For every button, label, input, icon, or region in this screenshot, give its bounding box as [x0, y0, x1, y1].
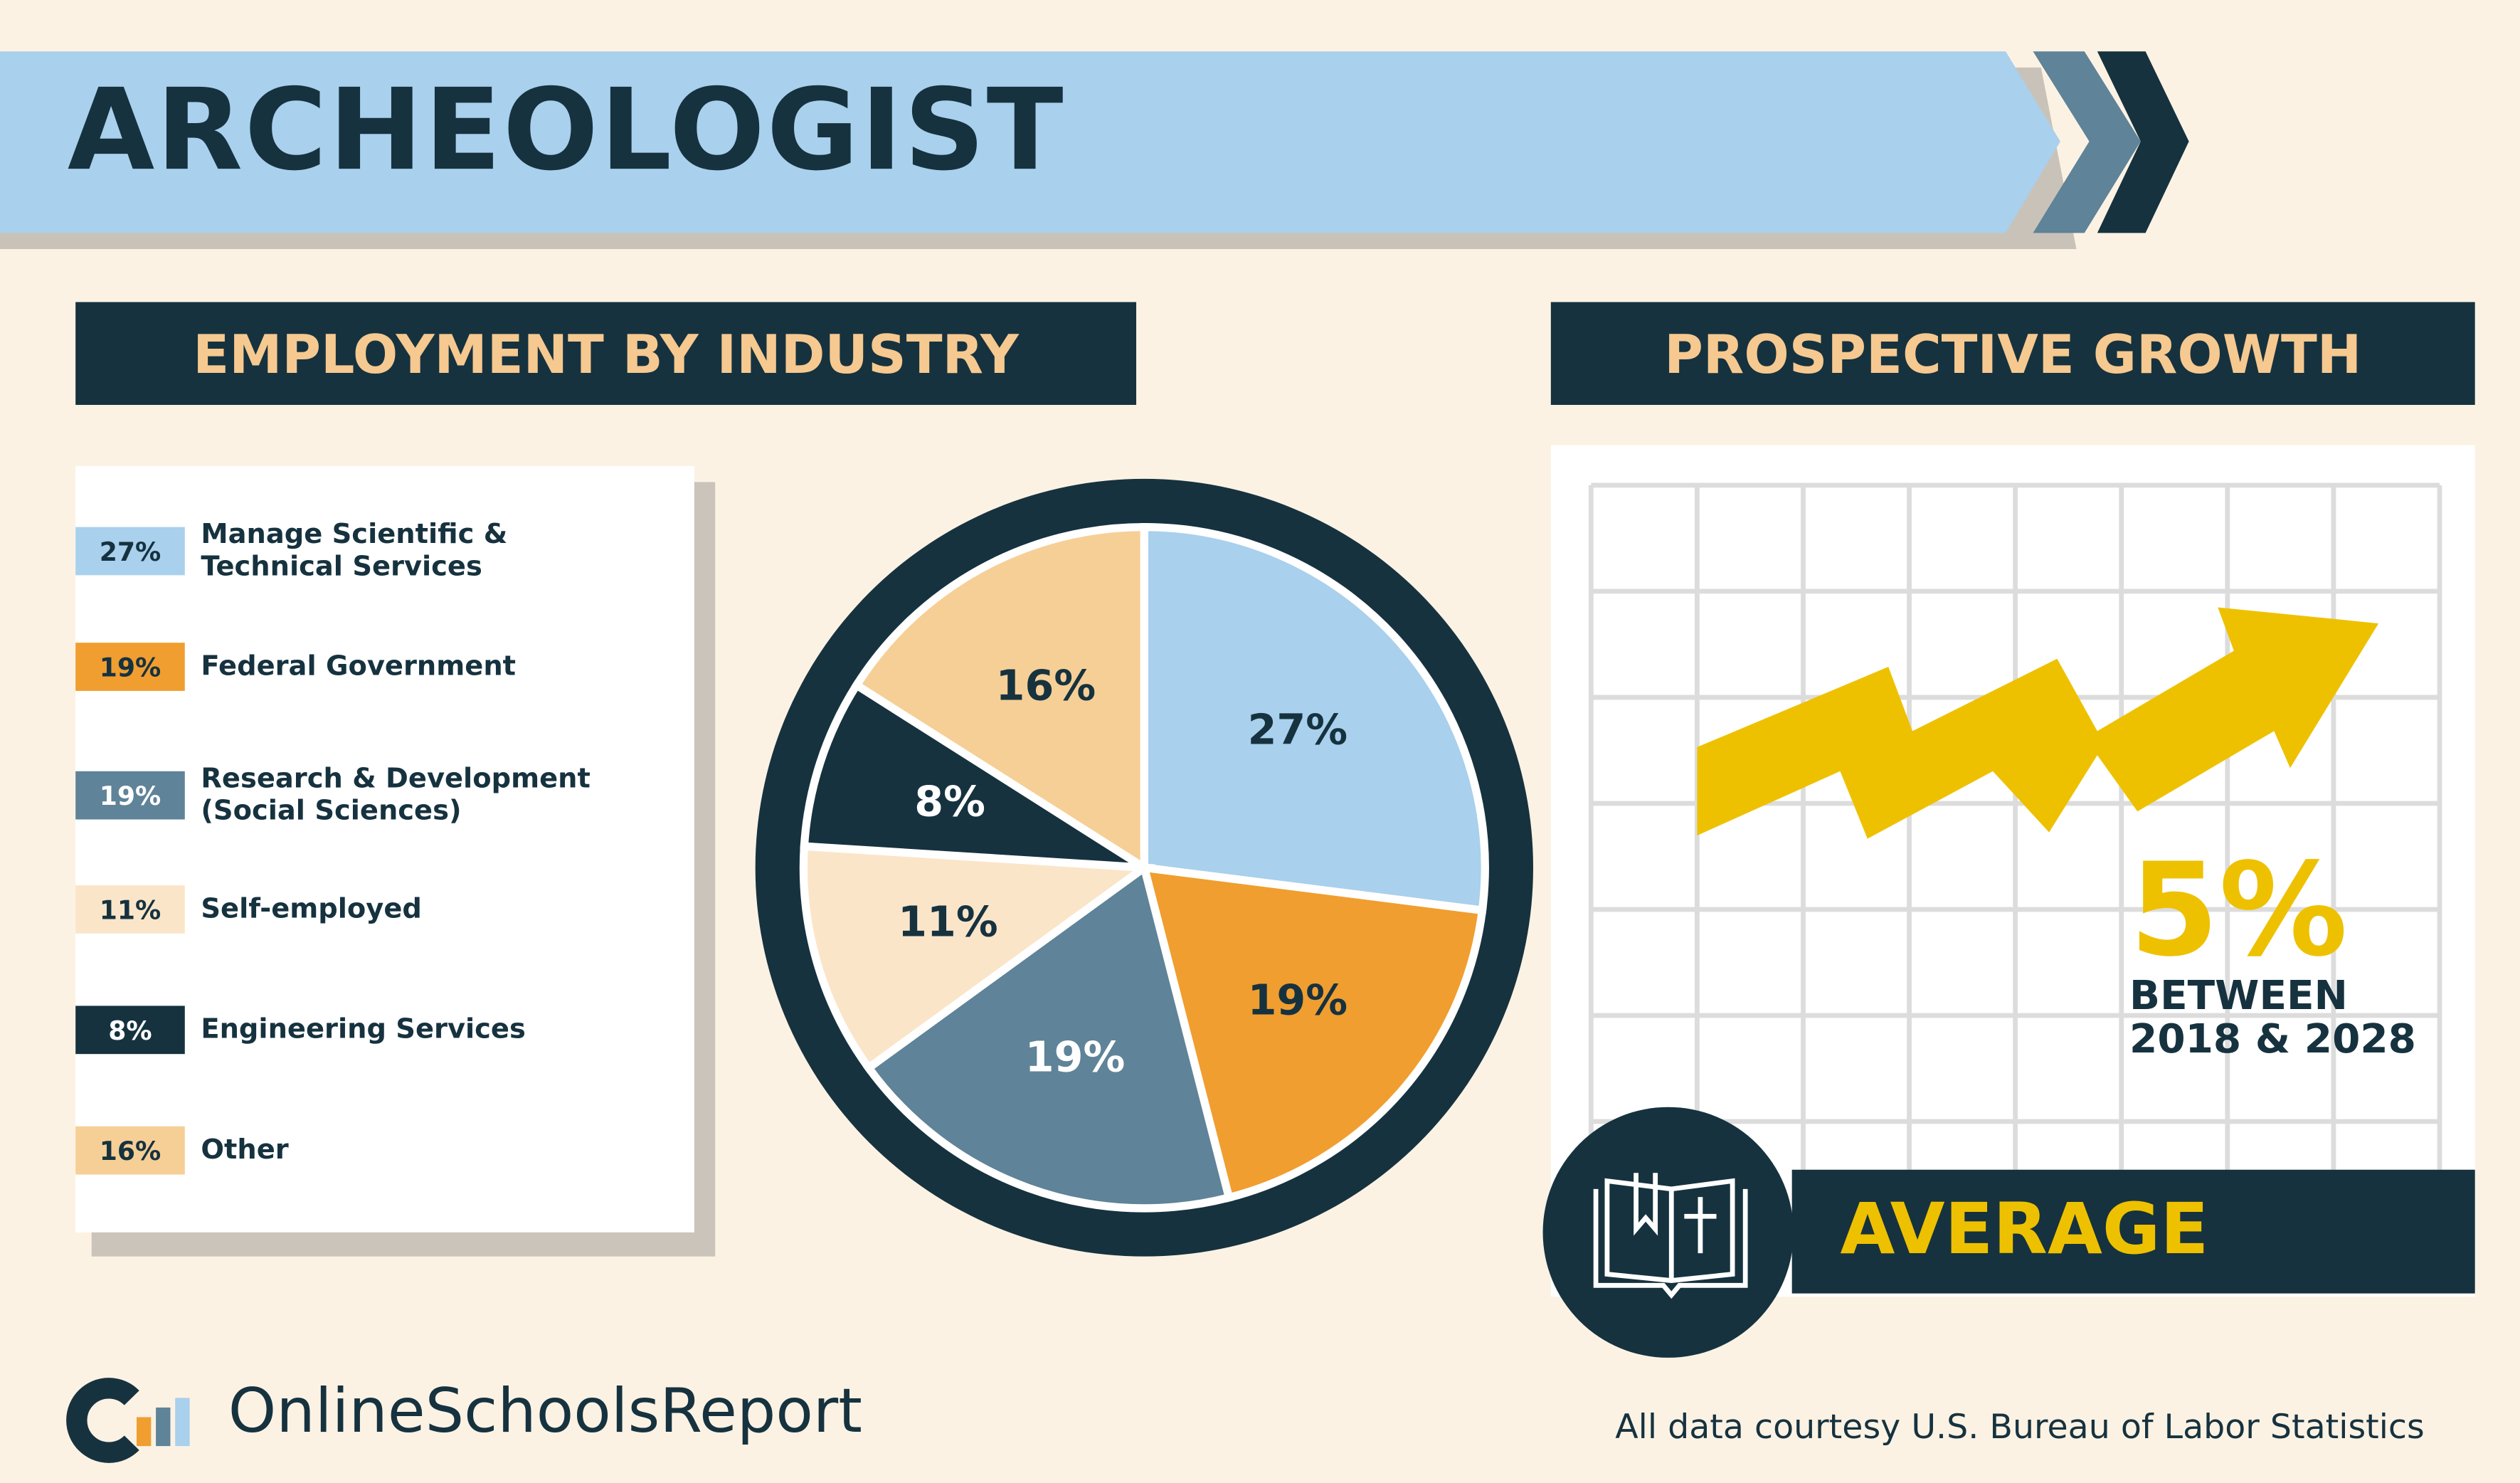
- brand: OnlineSchoolsReport: [228, 1375, 862, 1447]
- slice-label: 19%: [1025, 1033, 1126, 1082]
- pie-slice: [863, 860, 1234, 1213]
- slice-label: 16%: [996, 662, 1096, 710]
- legend-label: Self-employed: [201, 893, 422, 926]
- growth-rating: AVERAGE: [1840, 1188, 2209, 1271]
- rating-bar: [1791, 1169, 2475, 1294]
- chevron: [2033, 51, 2141, 233]
- pie-slice: [851, 522, 1148, 875]
- pie-slice: [1138, 862, 1487, 1203]
- legend-item: 19% Research & Development (Social Scienc…: [75, 764, 651, 828]
- legend-label: Engineering Services: [201, 1013, 526, 1046]
- banner: [0, 51, 2060, 233]
- pie-chart: 27% 19% 19% 11% 8% 16%: [755, 478, 1533, 1257]
- slice-label: 11%: [898, 898, 998, 946]
- legend-item: 27% Manage Scientific & Technical Service…: [75, 519, 651, 584]
- legend-item: 11% Self-employed: [75, 885, 651, 934]
- section-title: EMPLOYMENT BY INDUSTRY: [75, 302, 1137, 405]
- legend-label: Manage Scientific & Technical Services: [201, 519, 508, 584]
- logo: [66, 1378, 190, 1463]
- page-title: ARCHEOLOGIST: [67, 64, 1065, 196]
- legend-label: Research & Development (Social Sciences): [201, 763, 591, 828]
- section-title: PROSPECTIVE GROWTH: [1550, 302, 2475, 405]
- chevron: [2097, 51, 2189, 233]
- growth-caption: BETWEEN: [2129, 972, 2348, 1019]
- legend-item: 8% Engineering Services: [75, 1006, 651, 1055]
- legend-label: Other: [201, 1134, 289, 1167]
- legend-swatch-label: 16%: [75, 1126, 185, 1175]
- legend-swatch-label: 8%: [75, 1006, 185, 1055]
- pie-slice: [800, 679, 1147, 872]
- slice-label: 27%: [1248, 705, 1348, 754]
- growth-caption: 2018 & 2028: [2129, 1015, 2416, 1062]
- legend-swatch-label: 11%: [75, 885, 185, 934]
- legend-swatch-label: 19%: [75, 771, 185, 820]
- growth-arrow: [1697, 607, 2379, 839]
- icon-circle: [1542, 1107, 1794, 1358]
- pie-slice: [799, 842, 1156, 1074]
- slice-label: 8%: [914, 778, 985, 826]
- legend-panel: [75, 465, 694, 1233]
- growth-value: 5%: [2129, 835, 2348, 986]
- legend-swatch-label: 19%: [75, 643, 185, 691]
- source-note: All data courtesy U.S. Bureau of Labor S…: [1615, 1407, 2425, 1447]
- legend-label: Federal Government: [201, 650, 517, 683]
- book-icon: [1593, 1173, 1748, 1299]
- slice-label: 19%: [1248, 976, 1348, 1024]
- legend-swatch-label: 27%: [75, 527, 185, 576]
- legend-item: 16% Other: [75, 1126, 651, 1175]
- legend-item: 19% Federal Government: [75, 643, 651, 691]
- pie-slice: [1140, 522, 1489, 915]
